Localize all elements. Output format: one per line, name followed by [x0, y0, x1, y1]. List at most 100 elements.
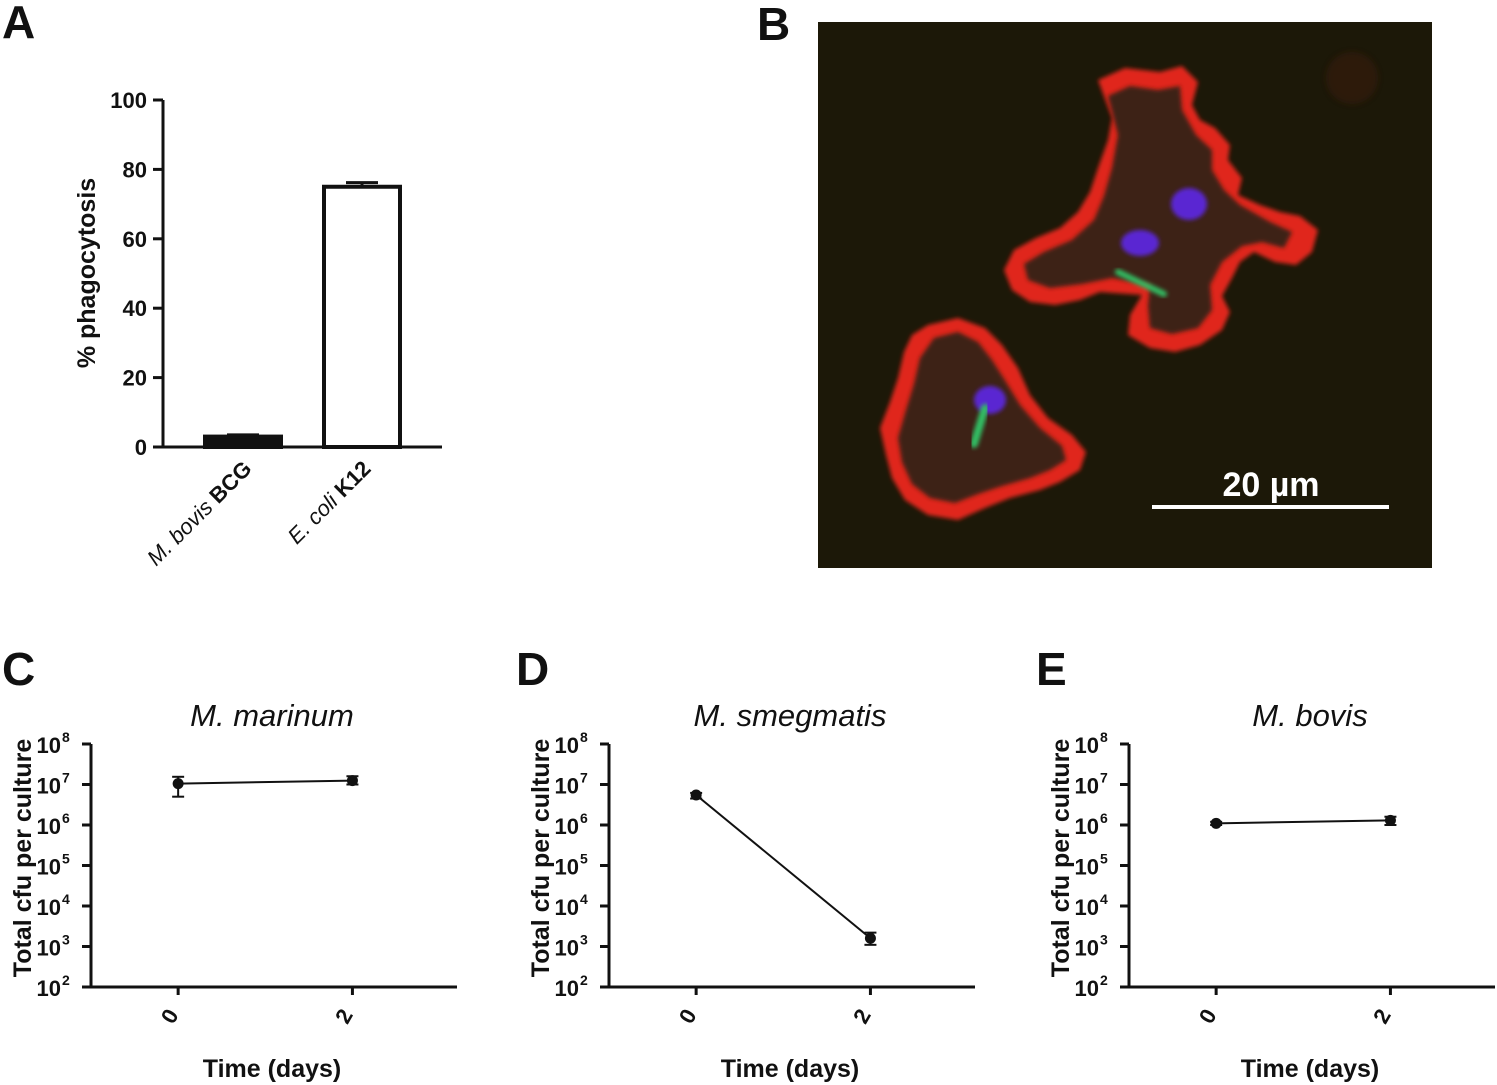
- y-tick-exponent: 2: [580, 972, 588, 988]
- y-tick-exponent: 8: [62, 729, 70, 745]
- y-tick-label: 10: [1075, 733, 1099, 758]
- y-axis-title: Total cfu per culture: [1047, 739, 1075, 978]
- bar: [322, 184, 402, 449]
- y-tick-label: 40: [123, 296, 147, 321]
- bar: [203, 434, 283, 449]
- panel-letter-c: C: [2, 643, 35, 695]
- phagocytosis-bar-chart: 0 20 40 60 80 100 M. bovis BCG E. coli K12 % p…: [73, 88, 442, 570]
- y-tick-exponent: 5: [1100, 851, 1108, 867]
- y-tick-exponent: 4: [62, 891, 70, 907]
- y-tick-label: 10: [555, 895, 579, 920]
- y-tick-label: 10: [1075, 895, 1099, 920]
- y-tick-exponent: 3: [62, 932, 70, 948]
- y-tick-label: 10: [1075, 936, 1099, 961]
- y-tick-exponent: 8: [1100, 729, 1108, 745]
- chart-title: M. smegmatis: [694, 698, 887, 733]
- bacterium-lower: [970, 404, 989, 448]
- y-tick-exponent: 5: [580, 851, 588, 867]
- y-axis-title: Total cfu per culture: [9, 739, 37, 978]
- y-tick-exponent: 6: [580, 810, 588, 826]
- y-tick-label: 10: [37, 936, 61, 961]
- faint-red-speck: [1326, 52, 1378, 104]
- x-tick-label: 0: [674, 1005, 702, 1028]
- y-tick-label: 10: [555, 774, 579, 799]
- y-tick-label: 60: [123, 227, 147, 252]
- y-tick-label: 10: [1075, 774, 1099, 799]
- y-tick-group: 0 20 40 60 80 100: [110, 88, 163, 460]
- scale-bar-label: 20 µm: [1222, 466, 1319, 504]
- bacterium-upper: [1115, 269, 1167, 297]
- series-line: [695, 794, 872, 940]
- panel-letter-b: B: [757, 0, 790, 50]
- panel-letter-d: D: [516, 643, 549, 695]
- cell-cytoplasm-upper: [1024, 86, 1292, 334]
- macrophage-lower: [880, 318, 1086, 520]
- data-point: [172, 778, 184, 790]
- x-tick-label: 2: [330, 1005, 358, 1028]
- chart-title: M. marinum: [190, 698, 354, 733]
- y-tick-exponent: 7: [62, 770, 70, 786]
- y-tick-label: 10: [37, 976, 61, 1001]
- x-tick-label: 2: [1368, 1005, 1396, 1028]
- data-point: [1384, 814, 1396, 826]
- y-tick-exponent: 2: [62, 972, 70, 988]
- series-line: [178, 779, 353, 785]
- y-tick-label: 10: [37, 814, 61, 839]
- nucleus-lower: [974, 386, 1006, 414]
- y-tick-label: 10: [37, 895, 61, 920]
- y-tick-exponent: 7: [580, 770, 588, 786]
- y-tick-label: 10: [555, 814, 579, 839]
- x-tick-label: 2: [848, 1005, 876, 1028]
- chart-title: M. bovis: [1252, 698, 1367, 733]
- panel-letter-a: A: [2, 0, 35, 48]
- category-label: E. coli K12: [283, 456, 376, 549]
- y-tick-label: 10: [555, 733, 579, 758]
- y-tick-label: 10: [37, 733, 61, 758]
- y-tick-label: 0: [135, 435, 147, 460]
- y-tick-exponent: 8: [580, 729, 588, 745]
- y-tick-label: 10: [555, 855, 579, 880]
- y-tick-label: 10: [1075, 855, 1099, 880]
- y-tick-label: 10: [37, 855, 61, 880]
- y-tick-label: 10: [555, 976, 579, 1001]
- y-tick-exponent: 7: [1100, 770, 1108, 786]
- y-tick-exponent: 6: [62, 810, 70, 826]
- y-tick-label: 80: [123, 157, 147, 182]
- bar-group: [203, 181, 402, 449]
- y-axis-title: % phagocytosis: [73, 178, 101, 368]
- nucleus-upper-1: [1171, 188, 1207, 220]
- y-tick-label: 10: [1075, 976, 1099, 1001]
- y-tick-exponent: 3: [580, 932, 588, 948]
- x-tick-label: 0: [1194, 1005, 1222, 1028]
- fluorescence-micrograph: 20 µm: [818, 22, 1432, 568]
- data-point: [690, 789, 702, 801]
- macrophage-upper: [1004, 66, 1318, 352]
- panel-letter-e: E: [1036, 643, 1067, 695]
- y-tick-label: 10: [1075, 814, 1099, 839]
- x-axis-title: Time (days): [1241, 1055, 1379, 1083]
- nucleus-upper-2: [1121, 230, 1159, 256]
- data-point: [346, 775, 358, 787]
- y-tick-exponent: 4: [580, 891, 588, 907]
- series-line: [1216, 819, 1391, 825]
- y-tick-exponent: 4: [1100, 891, 1108, 907]
- cfu-line-chart-smegmatis: 10 210 310 410 510 610 710 80 2M. smegmatisTime …: [527, 698, 975, 1083]
- category-label: M. bovis BCG: [142, 456, 256, 570]
- data-point: [1210, 817, 1222, 829]
- y-tick-label: 20: [123, 366, 147, 391]
- category-label-group: M. bovis BCG E. coli K12: [142, 456, 375, 570]
- y-tick-label: 10: [37, 774, 61, 799]
- y-tick-exponent: 2: [1100, 972, 1108, 988]
- y-axis-title: Total cfu per culture: [527, 739, 555, 978]
- y-tick-exponent: 5: [62, 851, 70, 867]
- y-tick-exponent: 6: [1100, 810, 1108, 826]
- x-axis-title: Time (days): [721, 1055, 859, 1083]
- y-tick-label: 10: [555, 936, 579, 961]
- data-point: [864, 932, 876, 944]
- x-axis-title: Time (days): [203, 1055, 341, 1083]
- x-tick-label: 0: [156, 1005, 184, 1028]
- y-tick-label: 100: [110, 88, 147, 113]
